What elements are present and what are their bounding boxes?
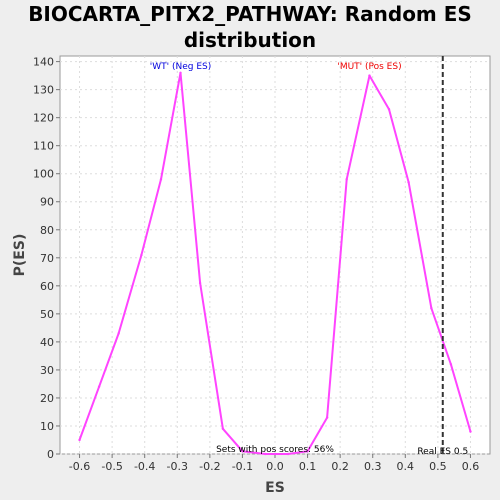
x-axis-label: ES: [265, 480, 285, 496]
x-tick-label: 0.6: [462, 460, 480, 473]
es-distribution-line: [78, 71, 472, 455]
real-es-label: Real ES 0.5: [417, 447, 468, 457]
x-tick-label: 0.4: [397, 460, 415, 473]
y-tick-label: 20: [40, 392, 54, 405]
plot-area: [59, 55, 491, 455]
data-point: [430, 307, 433, 310]
data-point: [198, 281, 202, 285]
x-tick-label: 0.3: [364, 460, 382, 473]
data-point: [117, 332, 120, 335]
series-layer: [78, 71, 472, 456]
y-tick-label: 140: [33, 56, 54, 69]
data-point: [264, 452, 267, 456]
wt-neg-es-label: 'WT' (Neg ES): [150, 62, 211, 72]
x-tick-label: -0.5: [101, 460, 122, 473]
data-point: [159, 178, 163, 181]
annotations: 'WT' (Neg ES) 'MUT' (Pos ES) Sets with pos…: [150, 56, 468, 457]
y-tick-label: 90: [40, 196, 54, 209]
y-tick-label: 80: [40, 224, 54, 237]
data-point: [449, 363, 453, 366]
x-tick-label: 0.1: [299, 460, 317, 473]
data-point: [78, 438, 81, 442]
x-tick-label: -0.6: [69, 460, 90, 473]
data-point: [221, 427, 225, 430]
y-tick-label: 50: [40, 308, 54, 321]
x-tick-label: -0.4: [134, 460, 155, 473]
x-tick-label: -0.3: [167, 460, 188, 473]
y-tick-label: 60: [40, 280, 54, 293]
x-tick-label: 0.5: [429, 460, 447, 473]
data-point: [469, 430, 472, 433]
y-tick-label: 130: [33, 84, 54, 97]
data-point: [368, 74, 371, 77]
x-tick-label: -0.2: [199, 460, 220, 473]
x-tick-label: -0.1: [232, 460, 253, 473]
y-tick-label: 10: [40, 420, 54, 433]
data-point: [387, 108, 391, 111]
y-tick-label: 100: [33, 168, 54, 181]
chart-title-line-1: BIOCARTA_PITX2_PATHWAY: Random ES: [28, 2, 472, 26]
y-tick-label: 110: [33, 140, 54, 153]
data-point: [286, 452, 290, 456]
y-tick-label: 70: [40, 252, 54, 265]
y-tick-label: 40: [40, 336, 54, 349]
data-point: [97, 385, 101, 388]
mut-pos-es-label: 'MUT' (Pos ES): [337, 62, 401, 72]
y-tick-label: 30: [40, 364, 54, 377]
y-tick-label: 120: [33, 112, 54, 125]
axes: -0.6 -0.5 -0.4 -0.3 -0.2 -0.1 0.0 0.1 0.2 0.3 0.4 0…: [33, 56, 479, 473]
data-point: [179, 71, 182, 75]
data-point: [325, 416, 329, 419]
data-point: [345, 178, 348, 181]
pos-scores-label: Sets with pos scores: 56%: [216, 445, 334, 455]
data-point: [407, 180, 410, 184]
data-point: [241, 449, 244, 453]
data-point: [306, 449, 309, 453]
x-tick-label: 0.0: [266, 460, 284, 473]
x-tick-label: 0.2: [331, 460, 349, 473]
chart-title-line-2: distribution: [184, 28, 316, 52]
data-point: [140, 253, 143, 257]
y-axis-label: P(ES): [12, 234, 28, 277]
y-tick-label: 0: [47, 448, 54, 461]
